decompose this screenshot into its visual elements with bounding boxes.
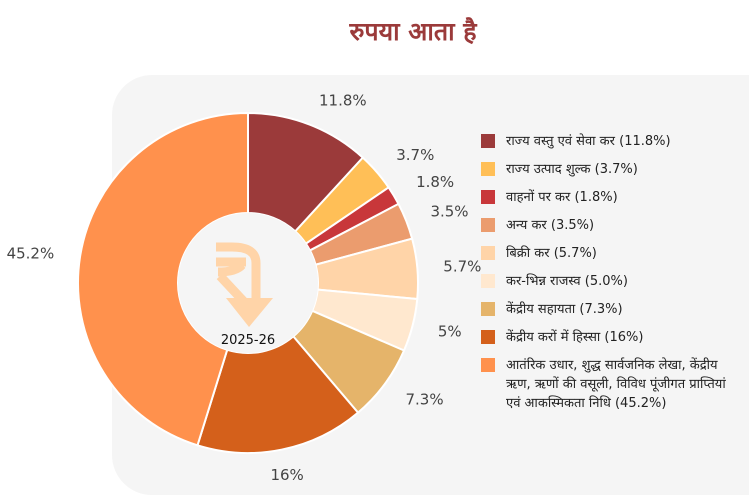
- chart-title: रुपया आता है: [349, 17, 477, 46]
- legend-swatch: [481, 330, 495, 344]
- legend-swatch: [481, 190, 495, 204]
- legend-swatch: [481, 246, 495, 260]
- legend-swatch: [481, 162, 495, 176]
- rupee-down-arrow-icon: [216, 242, 273, 327]
- legend-label: केंद्रीय करों में हिस्सा (16%): [506, 330, 644, 345]
- slice-data-label: 3.7%: [396, 146, 434, 164]
- donut-hole: [178, 213, 318, 353]
- legend-item: आतंरिक उधार, शुद्ध सार्वजनिक लेखा, केंद्…: [481, 356, 743, 413]
- center-year-label: 2025-26: [220, 333, 276, 348]
- legend-swatch: [481, 358, 495, 372]
- legend-item: राज्य वस्तु एवं सेवा कर (11.8%): [481, 132, 743, 151]
- legend-swatch: [481, 218, 495, 232]
- legend-item: केंद्रीय करों में हिस्सा (16%): [481, 328, 743, 347]
- legend-swatch: [481, 134, 495, 148]
- legend-item: राज्य उत्पाद शुल्क (3.7%): [481, 160, 743, 179]
- slice-data-label: 11.8%: [319, 91, 367, 109]
- legend-item: बिक्री कर (5.7%): [481, 244, 743, 263]
- legend-label: कर-भिन्न राजस्व (5.0%): [506, 274, 628, 289]
- legend-label: राज्य वस्तु एवं सेवा कर (11.8%): [506, 134, 671, 149]
- chart-legend: राज्य वस्तु एवं सेवा कर (11.8%) राज्य उत्…: [481, 132, 743, 422]
- legend-swatch: [481, 302, 495, 316]
- legend-label: वाहनों पर कर (1.8%): [506, 190, 618, 205]
- legend-label: बिक्री कर (5.7%): [506, 246, 597, 261]
- legend-label: राज्य उत्पाद शुल्क (3.7%): [506, 162, 638, 177]
- slice-data-label: 45.2%: [7, 245, 55, 263]
- legend-label: अन्य कर (3.5%): [506, 218, 595, 233]
- slice-data-label: 5%: [438, 323, 462, 341]
- legend-item: कर-भिन्न राजस्व (5.0%): [481, 272, 743, 291]
- slice-data-label: 3.5%: [430, 202, 468, 220]
- slice-data-label: 1.8%: [416, 173, 454, 191]
- legend-item: अन्य कर (3.5%): [481, 216, 743, 235]
- legend-item: वाहनों पर कर (1.8%): [481, 188, 743, 207]
- slice-data-label: 5.7%: [443, 257, 481, 275]
- legend-label: केंद्रीय सहायता (7.3%): [506, 302, 623, 317]
- legend-label: आतंरिक उधार, शुद्ध सार्वजनिक लेखा, केंद्…: [506, 358, 726, 411]
- slice-data-label: 7.3%: [405, 391, 443, 409]
- legend-swatch: [481, 274, 495, 288]
- legend-item: केंद्रीय सहायता (7.3%): [481, 300, 743, 319]
- slice-data-label: 16%: [270, 466, 303, 484]
